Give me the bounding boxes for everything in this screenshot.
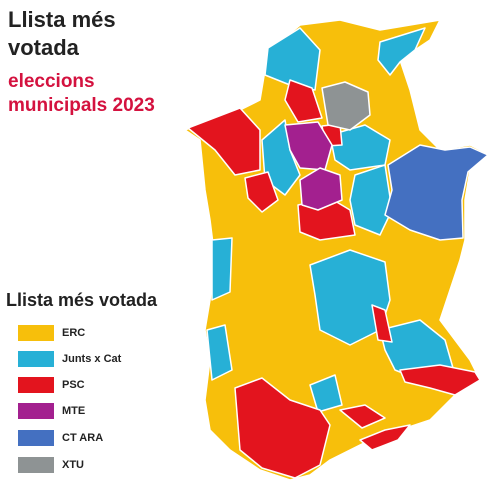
legend-item: MTE: [18, 403, 85, 419]
region: [371, 304, 393, 343]
region: [377, 27, 426, 76]
legend-item: Junts x Cat: [18, 351, 121, 367]
legend-swatch: [18, 377, 54, 393]
region: [384, 144, 489, 241]
legend-title: Llista més votada: [6, 290, 158, 310]
region: [321, 81, 371, 131]
region: [399, 364, 481, 396]
region: [244, 171, 279, 213]
subtitle: eleccions municipals 2023: [8, 71, 155, 116]
legend-label: XTU: [62, 459, 84, 471]
legend-label: Junts x Cat: [62, 353, 122, 365]
legend-swatch: [18, 351, 54, 367]
legend-item: ERC: [18, 325, 85, 341]
region: [234, 377, 331, 479]
region: [187, 107, 261, 176]
region: [264, 27, 321, 91]
region: [211, 237, 233, 301]
title: Llista més votada: [8, 7, 116, 60]
region: [284, 79, 323, 123]
legend-swatch: [18, 457, 54, 473]
legend-label: ERC: [62, 327, 86, 339]
region: [339, 404, 386, 429]
legend-label: MTE: [62, 405, 86, 417]
region: [206, 324, 233, 381]
region: [299, 167, 343, 211]
region: [309, 374, 343, 413]
legend-label: PSC: [62, 379, 85, 391]
legend-swatch: [18, 325, 54, 341]
legend-item: PSC: [18, 377, 85, 393]
legend-swatch: [18, 403, 54, 419]
legend-item: CT ARA: [18, 430, 103, 446]
region: [349, 164, 393, 236]
legend-item: XTU: [18, 457, 84, 473]
legend-label: CT ARA: [62, 432, 104, 444]
legend-swatch: [18, 430, 54, 446]
region: [359, 424, 411, 451]
